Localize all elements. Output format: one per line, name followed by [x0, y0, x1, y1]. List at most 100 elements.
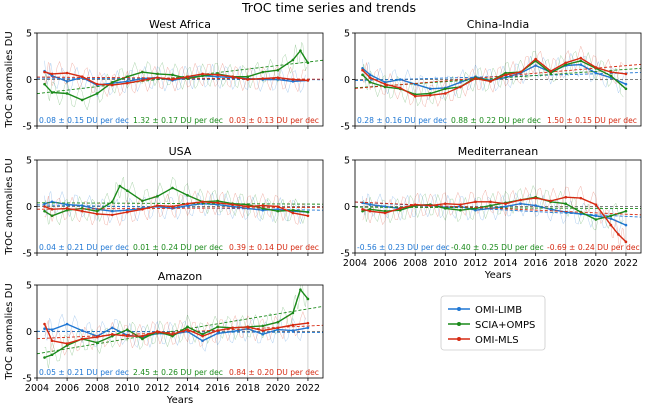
point-scia-omps — [186, 194, 189, 197]
legend-marker-scia-omps — [457, 322, 461, 326]
y-tick-label: 0 — [26, 327, 32, 338]
point-scia-omps — [216, 325, 219, 329]
panel-china-india: China-India -5 0 5 0.28 ± 0.16 DU per dec 0.8… — [341, 18, 642, 133]
trend-line-omi-mls — [355, 201, 641, 216]
x-tick-label: 2018 — [236, 383, 260, 394]
point-omi-mls — [609, 70, 613, 74]
raw-line-omi-limb — [44, 60, 306, 98]
point-omi-mls — [609, 223, 613, 227]
point-omi-mls — [231, 326, 234, 330]
panel-usa: USA -5 0 5 TrOC anomalies DU 0.04 ± 0.21 DU p… — [4, 145, 324, 260]
point-omi-mls — [519, 198, 522, 202]
point-omi-mls — [383, 82, 387, 86]
y-tick-label: 0 — [344, 202, 350, 213]
x-tick-label: 2010 — [115, 383, 139, 394]
point-omi-mls — [141, 334, 144, 338]
point-scia-omps — [594, 218, 598, 221]
panel-west-africa: West Africa -5 0 5 TrOC anomalies DU 0.08 ± 0… — [4, 18, 324, 133]
point-omi-mls — [65, 342, 69, 345]
panel-mediterranean: Mediterranean -5 0 5 2004 2006 2008 2010 2012 201… — [341, 145, 642, 281]
trend-label-omi-mls: 0.03 ± 0.13 DU per dec — [229, 116, 319, 125]
panel-title: Mediterranean — [458, 145, 538, 158]
raw-line-scia-omps — [44, 285, 307, 369]
y-tick-label: -5 — [23, 122, 32, 133]
trend-label-scia-omps: 0.88 ± 0.22 DU per dec — [451, 116, 541, 125]
point-omi-limb — [201, 339, 204, 343]
trend-line-omi-mls — [37, 76, 323, 80]
point-scia-omps — [95, 209, 99, 213]
point-omi-mls — [459, 85, 462, 89]
point-omi-mls — [564, 195, 568, 199]
series-line-omi-mls — [362, 196, 627, 243]
point-scia-omps — [201, 332, 204, 336]
plot-area — [37, 285, 323, 369]
y-tick-label: 0 — [26, 75, 32, 86]
point-scia-omps — [361, 73, 364, 77]
plot-area — [37, 41, 323, 111]
x-tick-label: 2006 — [373, 258, 397, 269]
point-scia-omps — [444, 87, 447, 91]
point-omi-limb — [609, 217, 613, 220]
point-omi-mls — [156, 204, 159, 207]
point-scia-omps — [291, 58, 295, 62]
x-tick-label: 2006 — [55, 383, 79, 394]
point-omi-limb — [291, 80, 295, 83]
figure-title: TrOC time series and trends — [241, 0, 416, 15]
point-omi-limb — [65, 80, 69, 83]
point-scia-omps — [299, 288, 302, 291]
point-omi-limb — [291, 329, 295, 332]
point-scia-omps — [276, 320, 280, 324]
point-scia-omps — [43, 209, 46, 213]
point-scia-omps — [609, 74, 613, 78]
point-scia-omps — [579, 59, 583, 63]
point-omi-limb — [276, 328, 280, 331]
point-omi-mls — [549, 199, 552, 203]
point-scia-omps — [95, 92, 99, 95]
point-scia-omps — [126, 328, 129, 331]
x-tick-label: 2022 — [614, 258, 638, 269]
point-omi-mls — [504, 202, 507, 206]
point-scia-omps — [110, 200, 114, 204]
point-omi-mls — [624, 72, 628, 76]
x-tick-label: 2014 — [493, 258, 517, 269]
trend-label-omi-limb: 0.04 ± 0.21 DU per dec — [39, 243, 129, 252]
point-scia-omps — [261, 324, 265, 328]
point-omi-mls — [231, 203, 234, 206]
legend-label-omi-mls: OMI-MLS — [475, 335, 519, 346]
x-tick-label: 2016 — [524, 258, 548, 269]
point-omi-limb — [43, 327, 46, 331]
point-omi-mls — [459, 203, 462, 206]
point-scia-omps — [50, 353, 54, 357]
point-omi-mls — [579, 196, 583, 200]
panel-title: USA — [169, 145, 192, 158]
point-omi-mls — [126, 210, 129, 214]
point-scia-omps — [276, 209, 280, 213]
point-omi-mls — [231, 75, 234, 79]
raw-line-omi-limb — [44, 313, 306, 352]
trend-line-omi-limb — [37, 330, 323, 333]
trend-line-omi-limb — [37, 204, 323, 211]
series-line-omi-mls — [43, 322, 308, 345]
point-omi-mls — [428, 94, 432, 97]
point-omi-mls — [186, 202, 189, 206]
raw-line-scia-omps — [362, 50, 624, 107]
point-omi-limb — [50, 74, 54, 78]
x-tick-label: 2012 — [463, 258, 487, 269]
point-scia-omps — [276, 68, 280, 72]
point-omi-mls — [171, 78, 174, 81]
raw-line-omi-limb — [362, 192, 624, 235]
x-tick-label: 2012 — [145, 383, 169, 394]
x-tick-label: 2016 — [206, 383, 230, 394]
point-scia-omps — [306, 297, 310, 301]
point-omi-mls — [489, 80, 492, 83]
x-tick-label: 2008 — [403, 258, 427, 269]
raw-line-omi-mls — [362, 185, 625, 248]
point-omi-limb — [368, 73, 372, 77]
point-omi-mls — [261, 204, 265, 207]
x-tick-label: 2020 — [266, 383, 290, 394]
point-scia-omps — [383, 209, 387, 213]
point-scia-omps — [141, 70, 144, 74]
point-omi-mls — [216, 201, 219, 205]
point-omi-mls — [186, 328, 189, 331]
point-omi-mls — [276, 76, 280, 79]
